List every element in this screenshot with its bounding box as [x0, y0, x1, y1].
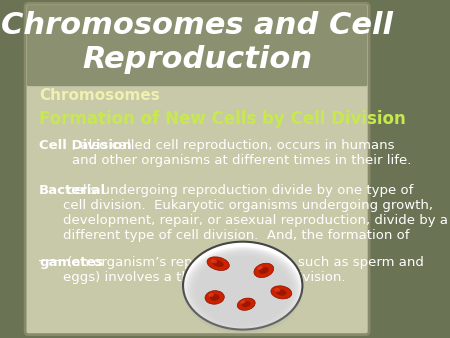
- Ellipse shape: [183, 242, 302, 330]
- Text: Formation of New Cells by Cell Division: Formation of New Cells by Cell Division: [39, 110, 406, 128]
- Text: gametes: gametes: [39, 256, 104, 269]
- Ellipse shape: [207, 257, 230, 270]
- Ellipse shape: [183, 247, 302, 335]
- Ellipse shape: [211, 260, 217, 263]
- Ellipse shape: [271, 286, 292, 299]
- Text: Chromosomes and Cell
Reproduction: Chromosomes and Cell Reproduction: [1, 11, 393, 74]
- Text: cells undergoing reproduction divide by one type of
cell division.  Eukaryotic o: cells undergoing reproduction divide by …: [63, 184, 448, 242]
- Ellipse shape: [276, 289, 287, 296]
- Text: Bacterial: Bacterial: [39, 184, 106, 197]
- Ellipse shape: [191, 253, 294, 329]
- Ellipse shape: [259, 267, 269, 274]
- Ellipse shape: [240, 300, 245, 304]
- Ellipse shape: [212, 260, 224, 267]
- Ellipse shape: [190, 251, 296, 330]
- Text: (an organism’s reproductive cells, such as sperm and
eggs) involves a third type: (an organism’s reproductive cells, such …: [63, 256, 424, 284]
- Ellipse shape: [242, 301, 251, 307]
- Text: Chromosomes: Chromosomes: [39, 88, 160, 103]
- Ellipse shape: [208, 293, 214, 297]
- Text: , also called cell reproduction, occurs in humans
and other organisms at differe: , also called cell reproduction, occurs …: [72, 139, 411, 167]
- Ellipse shape: [237, 298, 255, 310]
- Ellipse shape: [274, 288, 280, 292]
- Ellipse shape: [205, 291, 224, 304]
- FancyBboxPatch shape: [25, 3, 369, 335]
- Ellipse shape: [185, 248, 301, 333]
- Ellipse shape: [188, 250, 297, 331]
- FancyBboxPatch shape: [27, 5, 367, 86]
- Ellipse shape: [186, 249, 299, 332]
- Ellipse shape: [254, 263, 274, 277]
- Text: Cell Division: Cell Division: [39, 139, 132, 151]
- Ellipse shape: [210, 294, 220, 301]
- Ellipse shape: [257, 266, 263, 270]
